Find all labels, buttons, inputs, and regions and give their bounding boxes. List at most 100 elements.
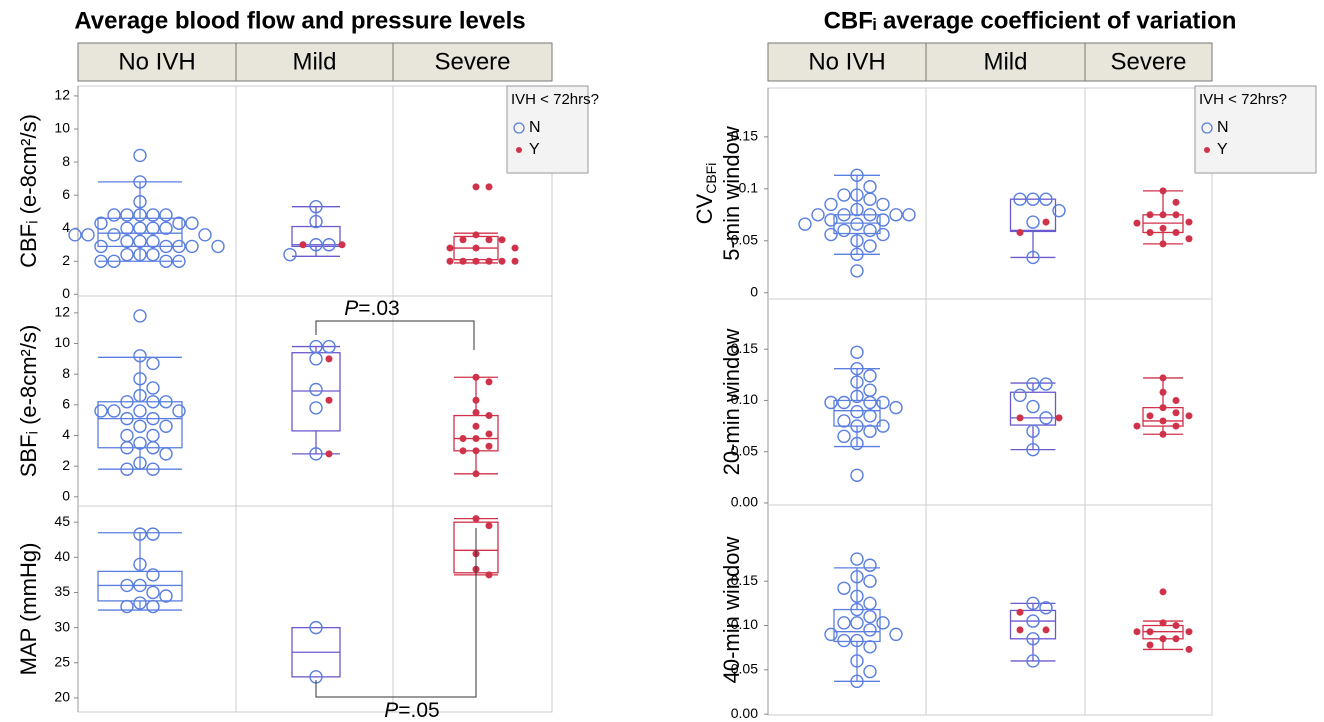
- point: [159, 447, 173, 461]
- significance-label: P=.05: [384, 699, 439, 722]
- point: [133, 557, 147, 572]
- point: [146, 356, 160, 371]
- point: [338, 241, 346, 249]
- y-tick-label: 0.10: [731, 616, 758, 632]
- point: [133, 527, 147, 541]
- point: [446, 257, 454, 265]
- y-tick-label: 10: [54, 334, 70, 350]
- point: [309, 214, 323, 229]
- point: [1159, 224, 1167, 232]
- point: [863, 409, 877, 423]
- point: [309, 238, 323, 252]
- point: [133, 456, 147, 470]
- point: [146, 221, 160, 235]
- y-axis-label: CBFᵢ (e-8cm²/s): [16, 114, 41, 268]
- point: [472, 231, 480, 239]
- chart-title: CBFᵢ average coefficient of variation: [824, 7, 1237, 34]
- point: [309, 352, 323, 366]
- point: [850, 389, 864, 404]
- point: [485, 183, 493, 191]
- header-label: Severe: [1110, 48, 1186, 75]
- point: [1172, 396, 1180, 404]
- point: [172, 239, 186, 254]
- chart-title: Average blood flow and pressure levels: [74, 7, 525, 34]
- point: [1133, 628, 1141, 636]
- point: [1159, 187, 1167, 195]
- point: [850, 217, 864, 231]
- point: [837, 414, 851, 428]
- point: [1039, 192, 1053, 206]
- point: [1055, 414, 1063, 422]
- point: [850, 405, 864, 419]
- y-tick-label: 4: [62, 426, 70, 442]
- point: [146, 381, 160, 395]
- point: [850, 361, 864, 376]
- point: [863, 609, 877, 624]
- box: [291, 352, 341, 432]
- point: [107, 228, 121, 242]
- point: [172, 404, 186, 418]
- point: [133, 596, 147, 610]
- point: [1159, 430, 1167, 438]
- point: [107, 404, 121, 418]
- point: [198, 228, 212, 242]
- point: [1185, 235, 1193, 243]
- point: [863, 424, 877, 438]
- point: [146, 585, 160, 600]
- point: [146, 411, 160, 426]
- y-axis-label: MAP (mmHg): [16, 543, 41, 676]
- point: [120, 221, 134, 235]
- y-tick-label: 0.10: [731, 391, 758, 407]
- point: [1146, 412, 1154, 420]
- point: [1159, 388, 1167, 396]
- point: [472, 183, 480, 191]
- point: [850, 345, 864, 359]
- point: [485, 378, 493, 386]
- point: [1026, 377, 1040, 391]
- significance-label: P=.03: [344, 297, 399, 320]
- point: [837, 616, 851, 630]
- point: [1042, 626, 1050, 634]
- point: [133, 349, 147, 363]
- point: [325, 355, 333, 363]
- point: [876, 419, 890, 433]
- point: [120, 411, 134, 426]
- legend-marker: [513, 122, 525, 134]
- point: [902, 208, 916, 222]
- point: [876, 616, 890, 630]
- y-tick-label: 0.15: [731, 128, 758, 144]
- y-tick-label: 0.00: [731, 494, 758, 510]
- point: [94, 404, 108, 418]
- point: [837, 188, 851, 202]
- y-axis-label: CVCBFi: [692, 163, 719, 225]
- point: [889, 208, 903, 222]
- point: [1026, 192, 1040, 206]
- point: [1185, 645, 1193, 653]
- point: [876, 395, 890, 410]
- point: [1039, 377, 1053, 391]
- point: [472, 244, 480, 252]
- header-cell: [767, 42, 927, 82]
- header-cell: [1084, 42, 1213, 82]
- point: [1159, 635, 1167, 643]
- point: [146, 395, 160, 409]
- point: [837, 208, 851, 222]
- point: [172, 254, 186, 268]
- point: [1185, 218, 1193, 226]
- point: [1026, 614, 1040, 628]
- y-axis-label: 40-min window: [719, 537, 744, 684]
- point: [159, 419, 173, 433]
- point: [1159, 417, 1167, 425]
- y-tick-label: 25: [54, 653, 70, 669]
- point: [485, 571, 493, 579]
- point: [1172, 198, 1180, 206]
- point: [850, 202, 864, 217]
- header-label: Mild: [983, 48, 1027, 75]
- point: [511, 244, 519, 252]
- point: [472, 422, 480, 430]
- point: [1026, 596, 1040, 611]
- point: [146, 441, 160, 455]
- point: [837, 223, 851, 238]
- point: [863, 596, 877, 611]
- header-label: No IVH: [808, 48, 885, 75]
